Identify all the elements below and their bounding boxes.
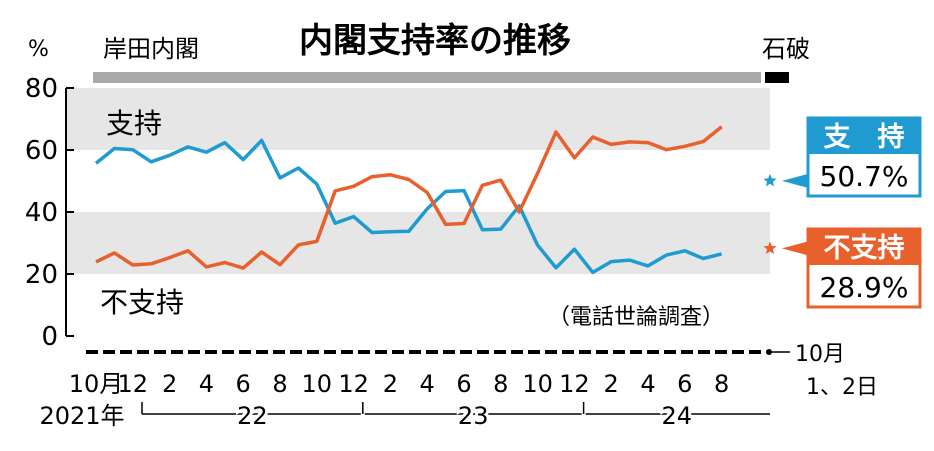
x-tick-label: 8 — [272, 370, 287, 398]
x-tick-label: 8 — [714, 370, 729, 398]
disapprove-series-label: 不支持 — [100, 286, 184, 319]
support-latest-label: 支 持 — [824, 122, 905, 153]
disapprove-latest-label: 不支持 — [824, 233, 905, 264]
x-tick-label: 12 — [338, 370, 369, 398]
kishida-cabinet-label: 岸田内閣 — [103, 35, 199, 63]
x-tick-label: 4 — [199, 370, 214, 398]
x-tick-label: 10 — [522, 370, 553, 398]
support-series-label: 支持 — [106, 107, 162, 140]
x-tick-label: 6 — [677, 370, 692, 398]
x-tick-label: 2 — [604, 370, 619, 398]
y-tick-label: 80 — [25, 74, 58, 104]
x-tick-label: 10月 — [69, 370, 124, 398]
x-tick-label: 2 — [162, 370, 177, 398]
timeline-end-dot — [766, 349, 772, 355]
x-tick-label: 4 — [420, 370, 435, 398]
support-latest-value: 50.7% — [820, 160, 909, 193]
y-tick-label: 0 — [41, 322, 58, 352]
x-tick-label: 6 — [456, 370, 471, 398]
x-tick-label: 12 — [559, 370, 590, 398]
disapprove-latest-value: 28.9% — [820, 271, 909, 304]
final-date-label-month: 10月 — [795, 342, 845, 367]
ishiba-cabinet-label: 石破 — [762, 35, 810, 63]
final-date-label-day: 1、2日 — [806, 375, 878, 400]
x-tick-label: 10 — [302, 370, 333, 398]
year-label: 22 — [237, 402, 268, 430]
y-tick-label: 20 — [25, 260, 58, 290]
year-label: 24 — [662, 402, 693, 430]
x-tick-label: 8 — [493, 370, 508, 398]
y-tick-label: 40 — [25, 198, 58, 228]
x-tick-label: 12 — [118, 370, 149, 398]
chart-title: 内閣支持率の推移 — [299, 21, 571, 61]
support-pointer — [782, 174, 808, 188]
year-label: 23 — [458, 402, 489, 430]
ishiba-cabinet-bar — [765, 72, 789, 83]
support-latest-star — [763, 174, 776, 187]
latest-values: 支 持 50.7% 不支持 28.9% — [763, 118, 920, 307]
kishida-cabinet-bar — [93, 72, 761, 83]
x-tick-label: 4 — [640, 370, 655, 398]
disapprove-pointer — [782, 241, 808, 255]
grid-band-60-80 — [66, 88, 770, 150]
x-tick-label: 2 — [383, 370, 398, 398]
y-tick-label: 60 — [25, 136, 58, 166]
year-labels: 2021年 22 23 24 — [39, 402, 770, 430]
year-label: 2021年 — [39, 402, 124, 430]
y-unit-label: % — [28, 37, 49, 62]
source-note: （電話世論調査） — [548, 305, 724, 330]
x-tick-label: 6 — [236, 370, 251, 398]
